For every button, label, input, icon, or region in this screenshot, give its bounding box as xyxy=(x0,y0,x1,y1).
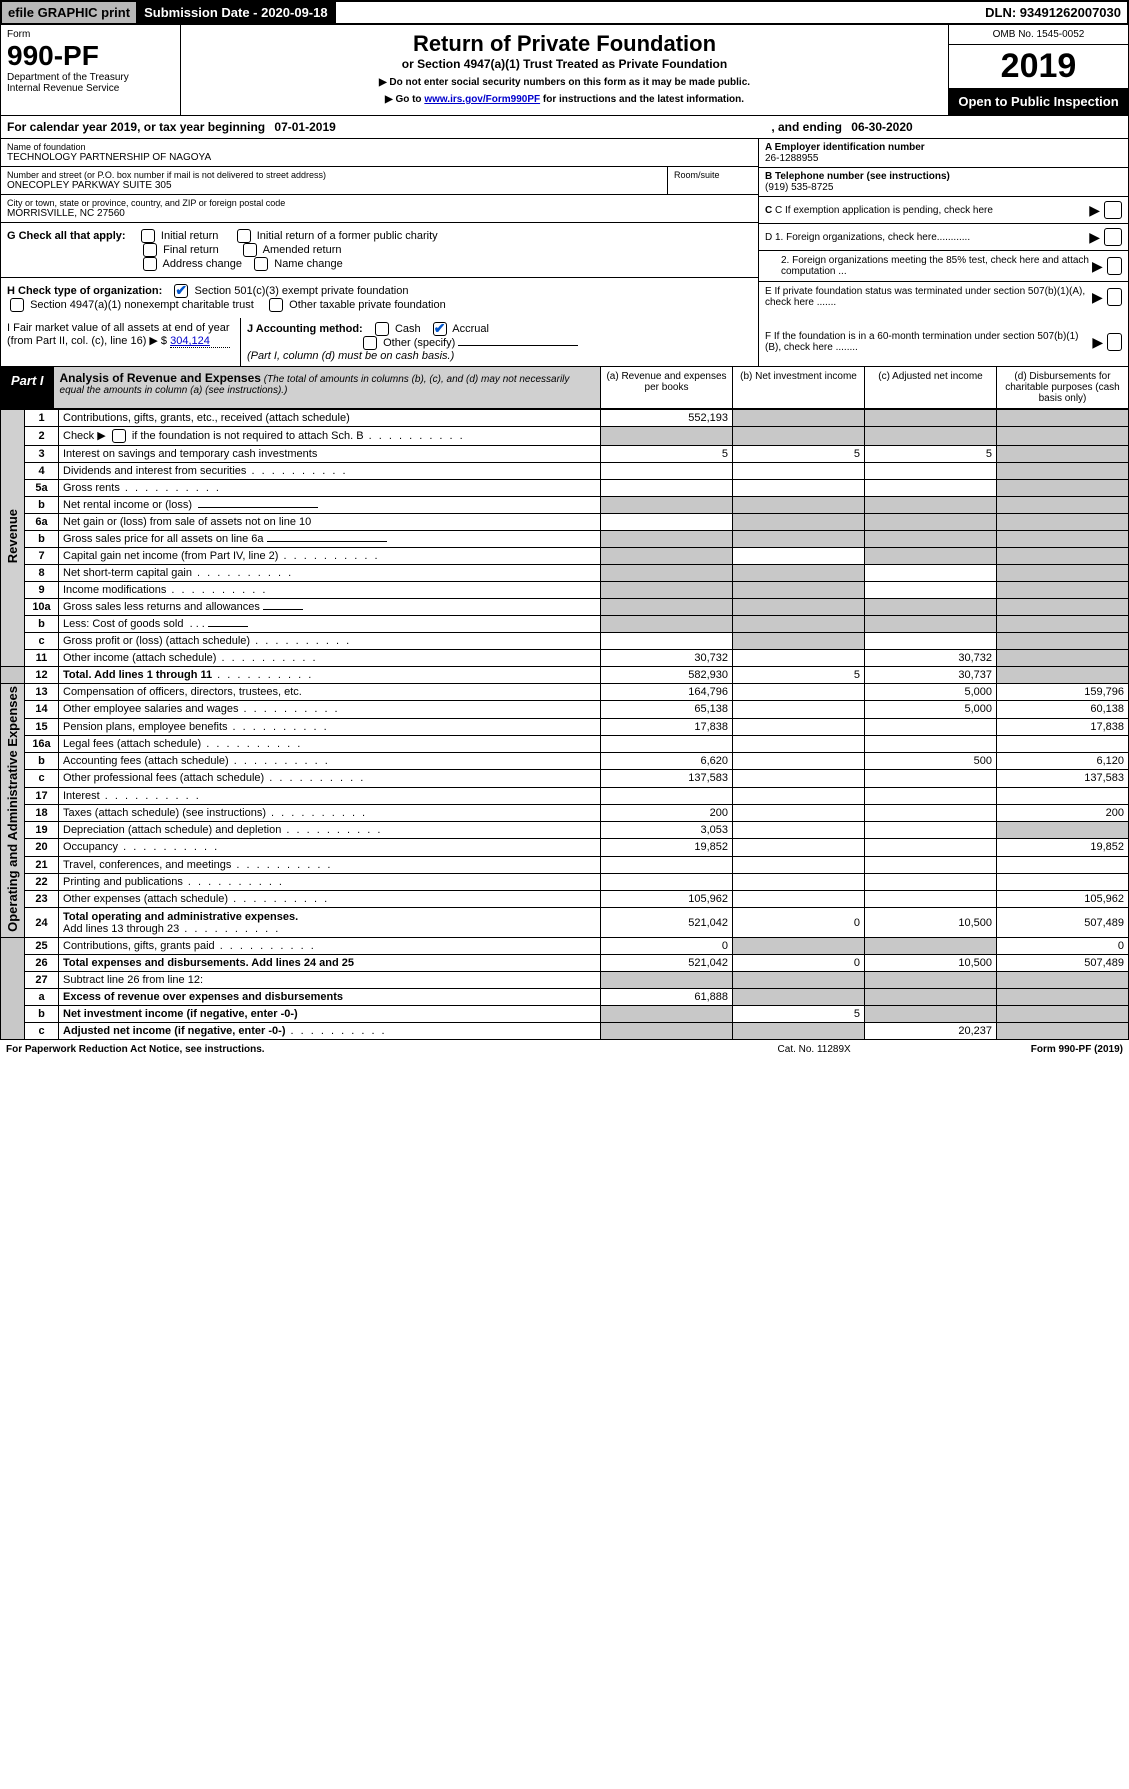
col-c-header: (c) Adjusted net income xyxy=(864,367,996,408)
amended-return-checkbox[interactable] xyxy=(243,243,257,257)
section-c: C C If exemption application is pending,… xyxy=(759,197,1128,224)
foundation-name: TECHNOLOGY PARTNERSHIP OF NAGOYA xyxy=(7,152,752,163)
paperwork-notice: For Paperwork Reduction Act Notice, see … xyxy=(6,1044,265,1055)
part1-header: Part I Analysis of Revenue and Expenses … xyxy=(0,367,1129,409)
d1-checkbox[interactable] xyxy=(1104,228,1122,246)
col-d-header: (d) Disbursements for charitable purpose… xyxy=(996,367,1128,408)
initial-former-checkbox[interactable] xyxy=(237,229,251,243)
initial-return-checkbox[interactable] xyxy=(141,229,155,243)
calendar-year-row: For calendar year 2019, or tax year begi… xyxy=(0,116,1129,139)
entity-info: Name of foundation TECHNOLOGY PARTNERSHI… xyxy=(0,139,1129,318)
addr-label: Number and street (or P.O. box number if… xyxy=(7,170,661,180)
tax-year: 2019 xyxy=(949,45,1128,88)
section-h: H Check type of organization: Section 50… xyxy=(1,278,758,318)
form-header: Form 990-PF Department of the Treasury I… xyxy=(0,25,1129,116)
cash-checkbox[interactable] xyxy=(375,322,389,336)
part1-table: Revenue 1Contributions, gifts, grants, e… xyxy=(0,409,1129,1040)
part1-label: Part I xyxy=(1,367,54,408)
omb-number: OMB No. 1545-0052 xyxy=(949,25,1128,45)
section-g: G Check all that apply: Initial return I… xyxy=(1,223,758,278)
col-b-header: (b) Net investment income xyxy=(732,367,864,408)
dept-treasury: Department of the Treasury xyxy=(7,72,174,83)
street-address: ONECOPLEY PARKWAY SUITE 305 xyxy=(7,180,661,191)
arrow-icon: ▶ xyxy=(1089,202,1100,219)
revenue-label: Revenue xyxy=(5,509,20,563)
section-d1: D 1. Foreign organizations, check here..… xyxy=(759,224,1128,251)
city-label: City or town, state or province, country… xyxy=(7,198,752,208)
arrow-icon: ▶ xyxy=(1089,229,1100,246)
section-d2: 2. Foreign organizations meeting the 85%… xyxy=(759,251,1128,282)
year-begin: 07-01-2019 xyxy=(265,120,345,134)
expenses-label: Operating and Administrative Expenses xyxy=(5,686,20,932)
form-footer-label: Form 990-PF (2019) xyxy=(1031,1044,1123,1055)
other-taxable-checkbox[interactable] xyxy=(269,298,283,312)
d2-checkbox[interactable] xyxy=(1107,257,1122,275)
arrow-icon: ▶ xyxy=(1092,334,1103,351)
schb-checkbox[interactable] xyxy=(112,429,126,443)
top-bar: efile GRAPHIC print Submission Date - 20… xyxy=(0,0,1129,25)
year-end: 06-30-2020 xyxy=(842,120,922,134)
other-method-checkbox[interactable] xyxy=(363,336,377,350)
4947a1-checkbox[interactable] xyxy=(10,298,24,312)
dept-irs: Internal Revenue Service xyxy=(7,83,174,94)
section-f: F If the foundation is in a 60-month ter… xyxy=(759,318,1128,366)
f-checkbox[interactable] xyxy=(1107,333,1122,351)
name-label: Name of foundation xyxy=(7,142,752,152)
section-ij: I Fair market value of all assets at end… xyxy=(0,318,1129,367)
efile-print-button[interactable]: efile GRAPHIC print xyxy=(2,2,138,23)
e-checkbox[interactable] xyxy=(1107,288,1122,306)
501c3-checkbox[interactable] xyxy=(174,284,188,298)
tel-label: B Telephone number (see instructions) xyxy=(765,171,950,182)
col-a-header: (a) Revenue and expenses per books xyxy=(600,367,732,408)
form-title: Return of Private Foundation xyxy=(187,31,942,57)
catalog-number: Cat. No. 11289X xyxy=(778,1044,851,1055)
ein-value: 26-1288955 xyxy=(765,153,818,164)
irs-link[interactable]: www.irs.gov/Form990PF xyxy=(424,94,540,105)
city-state-zip: MORRISVILLE, NC 27560 xyxy=(7,208,752,219)
ein-label: A Employer identification number xyxy=(765,142,925,153)
section-e: E If private foundation status was termi… xyxy=(759,282,1128,312)
tel-value: (919) 535-8725 xyxy=(765,182,833,193)
c-checkbox[interactable] xyxy=(1104,201,1122,219)
room-label: Room/suite xyxy=(674,170,752,180)
form-subtitle: or Section 4947(a)(1) Trust Treated as P… xyxy=(187,57,942,71)
accrual-checkbox[interactable] xyxy=(433,322,447,336)
arrow-icon: ▶ xyxy=(1092,258,1103,275)
address-change-checkbox[interactable] xyxy=(143,257,157,271)
final-return-checkbox[interactable] xyxy=(143,243,157,257)
dln-number: DLN: 93491262007030 xyxy=(979,2,1127,23)
instruction-2: ▶ Go to www.irs.gov/Form990PF for instru… xyxy=(187,94,942,105)
instruction-1: ▶ Do not enter social security numbers o… xyxy=(187,77,942,88)
form-number: 990-PF xyxy=(7,40,174,72)
arrow-icon: ▶ xyxy=(1092,289,1103,306)
page-footer: For Paperwork Reduction Act Notice, see … xyxy=(0,1040,1129,1059)
name-change-checkbox[interactable] xyxy=(254,257,268,271)
submission-date: Submission Date - 2020-09-18 xyxy=(138,2,336,23)
form-label: Form xyxy=(7,29,174,40)
open-to-public: Open to Public Inspection xyxy=(949,88,1128,115)
fmv-value[interactable]: 304,124 xyxy=(170,335,230,348)
